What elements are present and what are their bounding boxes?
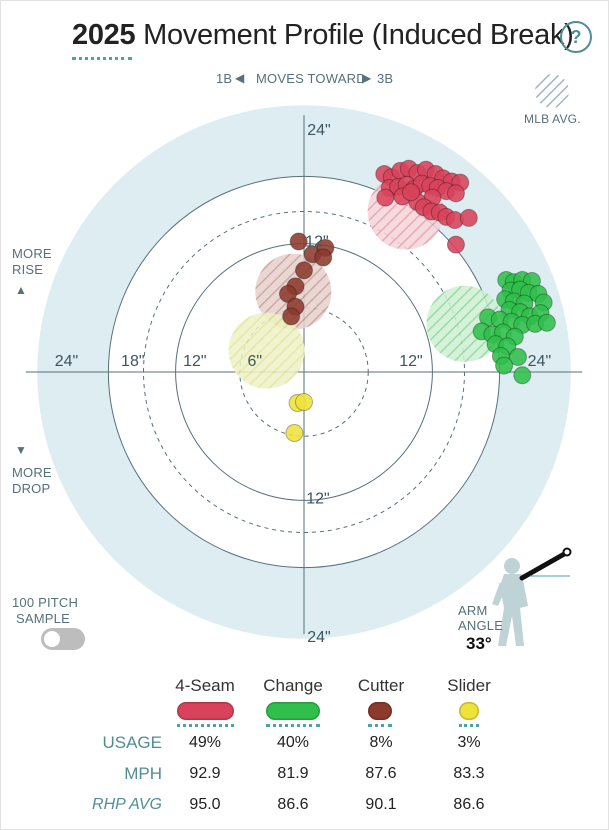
pitch-name-slider: Slider <box>447 676 491 695</box>
arrow-left-icon: ◀ <box>235 71 245 85</box>
mlb-avg-label: MLB AVG. <box>524 112 581 126</box>
rhp-avg-4seam: 95.0 <box>189 796 221 813</box>
pitch-sample-toggle[interactable] <box>41 628 85 650</box>
arrow-right-icon: ▶ <box>362 71 372 85</box>
pitch-pill-4seam[interactable] <box>177 702 234 720</box>
more-drop-line2: DROP <box>12 481 51 496</box>
title-text: Movement Profile (Induced Break) <box>143 19 574 51</box>
mph-change: 81.9 <box>277 765 309 782</box>
usage-cutter: 8% <box>369 734 393 751</box>
year-dotted-underline <box>72 57 132 60</box>
sample-line1: 100 PITCH <box>12 595 79 610</box>
pill-underline-cutter <box>368 724 392 727</box>
label-3b: 3B <box>377 71 394 86</box>
mph-cutter: 87.6 <box>365 765 397 782</box>
mlb-avg-legend-icon <box>535 74 569 108</box>
pitch-pill-cutter[interactable] <box>368 702 392 720</box>
pill-underline-slider <box>459 724 479 727</box>
pitch-pill-slider[interactable] <box>459 702 479 720</box>
pitch-pill-change[interactable] <box>266 702 320 720</box>
toggle-knob <box>44 631 60 647</box>
help-button[interactable]: ? <box>560 21 592 53</box>
pill-underline-change <box>266 724 320 727</box>
row-label-rhp-avg: RHP AVG <box>92 796 162 813</box>
more-rise-line2: RISE <box>12 262 44 277</box>
rhp-avg-change: 86.6 <box>277 796 309 813</box>
sample-line2: SAMPLE <box>16 611 70 626</box>
mph-4seam: 92.9 <box>189 765 221 782</box>
rhp-avg-slider: 86.6 <box>453 796 485 813</box>
arrow-up-icon: ▲ <box>15 283 27 297</box>
pitch-name-cutter: Cutter <box>357 676 405 695</box>
page-title: 2025 Movement Profile (Induced Break) <box>72 19 574 52</box>
arm-angle-line2: ANGLE <box>458 618 504 633</box>
mph-slider: 83.3 <box>453 765 485 782</box>
usage-slider: 3% <box>457 734 481 751</box>
arm-angle-line1: ARM <box>458 603 488 618</box>
label-moves-toward: MOVES TOWARD <box>256 71 366 86</box>
pitcher-arm-angle-icon <box>492 547 572 646</box>
more-rise-line1: MORE <box>12 246 52 261</box>
arm-angle-value: 33° <box>466 634 492 653</box>
usage-change: 40% <box>276 734 310 751</box>
row-label-mph: MPH <box>124 764 162 783</box>
arrow-down-icon: ▼ <box>15 443 27 457</box>
usage-4seam: 49% <box>188 734 222 751</box>
pill-underline-4seam <box>177 724 234 727</box>
pitch-name-4seam: 4-Seam <box>175 676 235 695</box>
pitch-name-change: Change <box>263 676 323 695</box>
rhp-avg-cutter: 90.1 <box>365 796 397 813</box>
title-year[interactable]: 2025 <box>72 19 136 51</box>
label-1b: 1B <box>216 71 233 86</box>
row-label-usage: USAGE <box>102 733 162 752</box>
more-drop-line1: MORE <box>12 465 52 480</box>
